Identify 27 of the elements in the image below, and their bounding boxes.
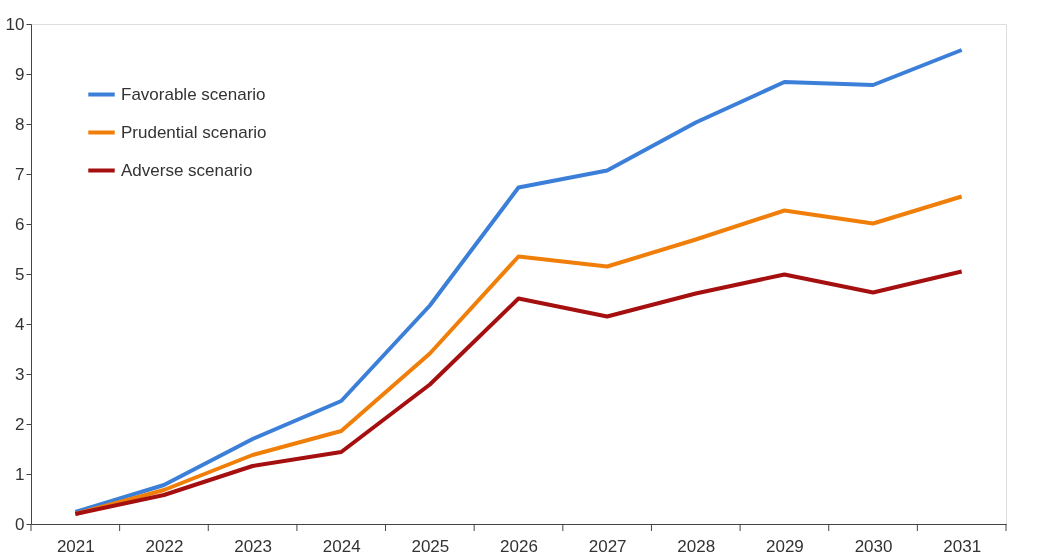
x-tick-label: 2022	[145, 536, 184, 556]
x-tick-label: 2027	[588, 536, 627, 556]
y-tick-label: 1	[15, 464, 25, 484]
y-tick-label: 3	[15, 364, 25, 384]
line-series	[73, 269, 964, 516]
x-tick-label: 2023	[234, 536, 272, 556]
x-tick-label: 2028	[677, 536, 716, 556]
line-series	[73, 48, 964, 514]
y-tick-label: 7	[15, 164, 25, 184]
y-tick-label: 10	[5, 14, 25, 34]
legend-label: Prudential scenario	[121, 122, 267, 142]
y-tick-label: 0	[15, 514, 25, 534]
x-tick-label: 2030	[854, 536, 893, 556]
x-tick-label: 2021	[56, 536, 95, 556]
x-tick-label: 2029	[766, 536, 804, 556]
x-tick-label: 2031	[943, 536, 982, 556]
y-tick-label: 5	[15, 264, 25, 284]
y-tick-label: 4	[15, 314, 25, 334]
y-tick-label: 9	[15, 64, 25, 84]
y-tick-label: 8	[15, 114, 25, 134]
legend-label: Adverse scenario	[121, 160, 253, 180]
y-tick-label: 2	[15, 414, 25, 434]
y-tick-label: 6	[15, 214, 25, 234]
x-tick-label: 2024	[322, 536, 361, 556]
legend-label: Favorable scenario	[121, 84, 266, 104]
x-tick-label: 2025	[411, 536, 450, 556]
x-tick-label: 2026	[500, 536, 538, 556]
